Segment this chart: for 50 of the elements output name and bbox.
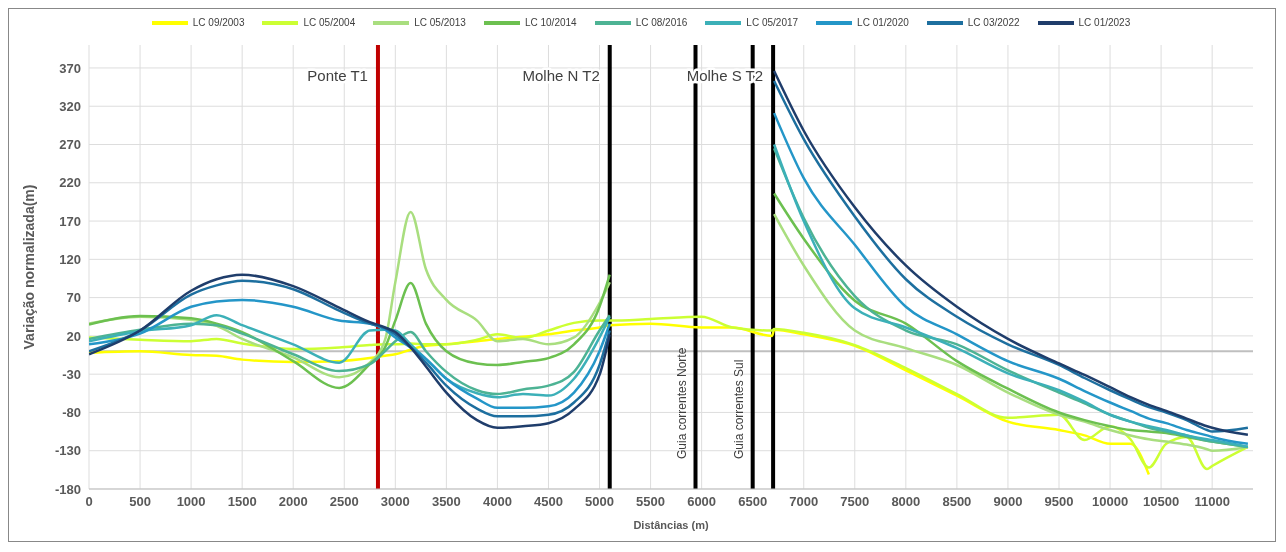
x-axis-title: Distâncias (m) [633,519,709,531]
x-tick-label: 9000 [993,494,1023,510]
x-tick-label: 7000 [789,494,819,510]
legend-label: LC 01/2020 [856,17,909,28]
ref-line-label: Molhe N T2 [522,67,600,84]
y-axis-title: Variação normalizada(m) [20,184,37,350]
y-tick-label: 20 [66,328,81,344]
x-tick-label: 1500 [227,494,257,510]
x-tick-label: 5500 [636,494,666,510]
x-tick-label: 2000 [278,494,308,510]
x-tick-label: 9500 [1044,494,1074,510]
y-tick-label: -130 [54,443,81,459]
x-tick-label: 8000 [891,494,921,510]
x-tick-label: 6000 [687,494,717,510]
x-tick-label: 3500 [431,494,461,510]
x-tick-label: 5000 [585,494,614,510]
x-tick-label: 10500 [1143,494,1180,510]
y-tick-label: -80 [62,405,81,421]
x-tick-label: 11000 [1194,494,1230,510]
x-tick-label: 2500 [329,494,359,510]
x-tick-label: 1000 [176,494,206,510]
x-tick-label: 3000 [380,494,410,510]
x-tick-label: 4500 [534,494,563,510]
legend-label: LC 01/2023 [1077,17,1131,28]
legend-label: LC 08/2016 [634,17,688,28]
x-tick-label: 8500 [942,494,972,510]
ref-line-label: Guia correntes Sul [731,359,746,459]
y-tick-label: 270 [59,137,81,153]
x-tick-label: 6500 [738,494,768,510]
x-tick-label: 4000 [482,494,512,510]
y-tick-label: 220 [59,175,81,191]
y-tick-label: 120 [59,251,81,267]
legend-label: LC 05/2017 [745,17,799,28]
x-tick-label: 0 [85,494,93,510]
legend-label: LC 10/2014 [523,17,577,28]
y-tick-label: -180 [54,481,81,497]
legend-label: LC 05/2004 [302,17,356,28]
y-tick-label: 170 [59,213,81,229]
x-tick-label: 7500 [840,494,870,510]
ref-line-label: Guia correntes Norte [674,347,689,459]
x-tick-label: 500 [129,494,151,510]
ref-line-label: Ponte T1 [307,67,368,84]
legend-label: LC 05/2013 [413,17,466,28]
y-tick-label: -30 [62,366,81,382]
legend-label: LC 09/2003 [191,17,245,28]
y-tick-label: 320 [59,98,81,114]
legend-label: LC 03/2022 [966,17,1020,28]
x-tick-label: 10000 [1091,494,1129,510]
y-tick-label: 370 [59,60,81,76]
y-tick-label: 70 [66,290,81,306]
